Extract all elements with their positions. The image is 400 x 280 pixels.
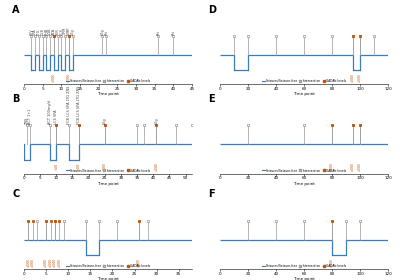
Text: >2000: >2000 (351, 73, 355, 82)
Text: ACT 1+1: ACT 1+1 (28, 109, 32, 124)
Text: >2000: >2000 (53, 258, 57, 267)
Text: >2000: >2000 (44, 258, 48, 267)
Text: E: E (208, 94, 215, 104)
Legend: Seizures/Seizure-free, Intervention, GADAb levels: Seizures/Seizure-free, Intervention, GAD… (65, 263, 151, 268)
X-axis label: Time point: Time point (97, 182, 119, 186)
X-axis label: Time point: Time point (97, 277, 119, 280)
X-axis label: Time point: Time point (293, 277, 315, 280)
Text: ZNS: ZNS (25, 117, 29, 124)
X-axis label: Time point: Time point (293, 92, 315, 96)
Text: AZA: AZA (52, 27, 56, 34)
Text: >2000: >2000 (103, 163, 107, 171)
Text: >2000: >2000 (154, 163, 158, 171)
Text: >2000: >2000 (48, 258, 52, 267)
Text: >2000: >2000 (330, 258, 334, 267)
Text: IVMP: IVMP (67, 26, 71, 34)
Text: >2000: >2000 (26, 258, 30, 267)
Text: B: B (12, 94, 20, 104)
Text: IVIg: IVIg (100, 28, 104, 34)
Text: LCS VPA: LCS VPA (54, 109, 58, 124)
Text: A: A (12, 5, 20, 15)
Text: ACT 100mg/d: ACT 100mg/d (48, 100, 52, 124)
Text: >2000: >2000 (137, 258, 141, 267)
Legend: Seizures/Seizure-free, Intervention, GADAb levels: Seizures/Seizure-free, Intervention, GAD… (261, 263, 347, 268)
Text: F: F (208, 189, 215, 199)
Text: >2000: >2000 (67, 73, 71, 82)
Text: TPM: TPM (63, 27, 67, 34)
Legend: Seizures/Seizure-free, Intervention, GADAb levels: Seizures/Seizure-free, Intervention, GAD… (261, 168, 347, 173)
Text: >2000: >2000 (351, 163, 355, 171)
Text: CLB: CLB (41, 28, 45, 34)
Text: D: D (208, 5, 216, 15)
Text: VPA: VPA (33, 28, 37, 34)
Legend: Seizures/Seizure-free, Intervention, GADAb levels: Seizures/Seizure-free, Intervention, GAD… (65, 168, 151, 173)
Text: LEV: LEV (30, 28, 34, 34)
Text: >2000: >2000 (358, 163, 362, 171)
Legend: Seizures/Seizure-free, Intervention, GADAb levels: Seizures/Seizure-free, Intervention, GAD… (261, 79, 347, 83)
Text: IVIg: IVIg (103, 118, 107, 124)
Text: LTG: LTG (37, 28, 41, 34)
Text: FCB LCS VPA LTG ZNS: FCB LCS VPA LTG ZNS (67, 86, 71, 124)
Text: PHB: PHB (44, 27, 48, 34)
Text: >2000: >2000 (330, 163, 334, 171)
Text: >100: >100 (54, 163, 58, 170)
Text: C: C (12, 189, 20, 199)
Text: >2000: >2000 (31, 258, 35, 267)
Text: IVIg: IVIg (154, 118, 158, 124)
Text: VGB: VGB (48, 27, 52, 34)
Text: >2000: >2000 (358, 73, 362, 82)
Text: Rit: Rit (104, 29, 108, 34)
Legend: Seizures/Seizure-free, Intervention, GADAb levels: Seizures/Seizure-free, Intervention, GAD… (65, 79, 151, 83)
Text: FCB LCS VPA LTG ZNS: FCB LCS VPA LTG ZNS (77, 86, 81, 124)
X-axis label: Time point: Time point (97, 92, 119, 96)
Text: Rit: Rit (156, 29, 160, 34)
Text: Rit: Rit (171, 29, 175, 34)
Text: LCS: LCS (59, 28, 63, 34)
Text: >2000: >2000 (52, 73, 56, 82)
Text: >2000: >2000 (57, 258, 61, 267)
X-axis label: Time point: Time point (293, 182, 315, 186)
Text: IVIg: IVIg (70, 28, 74, 34)
Text: PER: PER (56, 28, 60, 34)
Text: >100: >100 (77, 163, 81, 170)
